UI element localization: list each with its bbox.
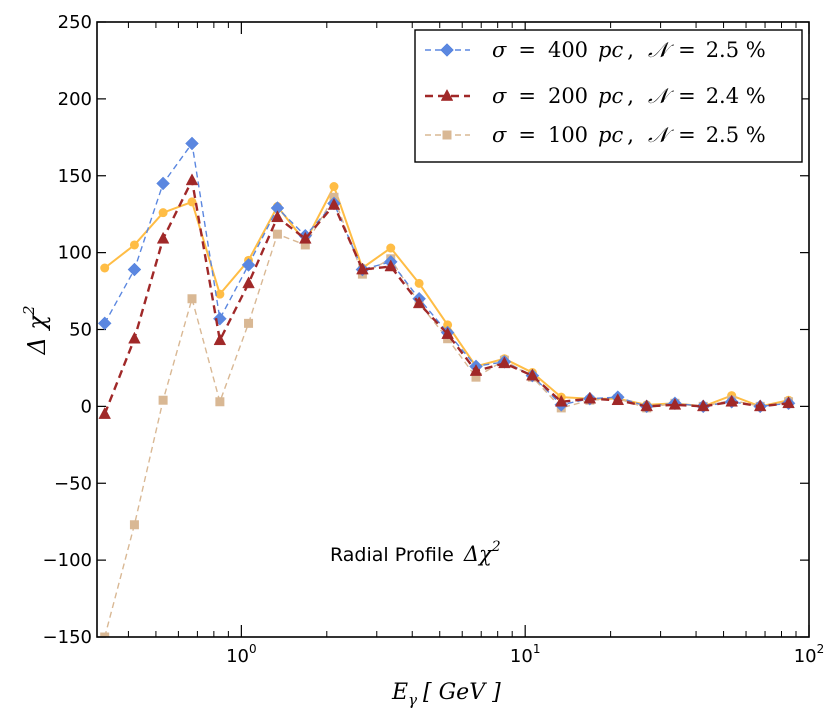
data-point — [412, 296, 426, 309]
x-tick-label: 100 — [226, 642, 257, 667]
y-tick-label: 100 — [58, 243, 92, 264]
legend-box — [414, 29, 803, 163]
series-line — [104, 185, 789, 408]
data-point — [327, 197, 341, 210]
y-tick-label: 0 — [81, 396, 92, 417]
data-point — [725, 394, 738, 407]
legend-marker — [440, 43, 454, 57]
data-point — [156, 176, 170, 191]
series-triangle — [98, 173, 795, 419]
data-point — [241, 258, 256, 272]
data-point — [156, 231, 170, 244]
data-point — [471, 372, 481, 382]
data-point — [384, 259, 398, 272]
data-point — [696, 399, 710, 412]
data-point — [187, 294, 197, 304]
data-point — [129, 520, 139, 530]
legend-label: σ = 100 pc, 𝒩 = 2.5 % — [492, 123, 766, 147]
data-point — [185, 136, 199, 151]
data-point — [414, 278, 424, 288]
data-point — [668, 397, 682, 410]
legend-marker — [442, 130, 452, 140]
data-point — [272, 229, 282, 239]
data-point — [554, 394, 568, 407]
data-point — [469, 363, 483, 376]
data-point — [100, 632, 110, 637]
x-axis-label-sub: γ — [408, 691, 417, 709]
x-axis-label-unit: [ GeV ] — [423, 680, 501, 705]
data-point — [128, 331, 141, 344]
x-axis-label-main: E — [391, 680, 408, 705]
data-point — [213, 333, 227, 346]
data-point — [97, 316, 112, 331]
data-point — [129, 240, 139, 250]
data-point — [300, 240, 310, 250]
series-line — [103, 179, 789, 415]
annotation-math: Δχ — [463, 542, 493, 566]
data-point — [158, 395, 168, 405]
data-point — [187, 197, 197, 207]
data-point — [100, 263, 110, 273]
svg-text:Eγ[ GeV ]: Eγ [ GeV ] — [391, 680, 501, 709]
y-axis-label-sup: 2 — [20, 305, 38, 316]
tick-labels: −150 −100 −50 0 50 100 150 200 250 100 101 102 — [43, 12, 825, 667]
data-point — [329, 182, 339, 192]
data-point — [215, 397, 225, 407]
y-tick-label: 150 — [58, 166, 92, 187]
data-point — [127, 262, 142, 277]
data-point — [299, 231, 312, 244]
data-point — [98, 407, 111, 419]
y-axis-label: Δ χ2 — [20, 305, 51, 355]
data-point — [611, 393, 625, 406]
annotation-sup: 2 — [491, 539, 501, 555]
legend: σ = 400 pc, 𝒩 = 2.5 % σ = 200 pc, 𝒩 = 2.4 % σ = 100 pc, 𝒩 =… — [414, 29, 803, 163]
y-axis-label-main: Δ χ — [23, 314, 51, 356]
data-point — [271, 210, 284, 223]
annotation: Radial Profile Δχ2 — [330, 539, 501, 566]
data-point — [782, 396, 795, 409]
legend-label: σ = 200 pc, 𝒩 = 2.4 % — [492, 84, 766, 108]
y-tick-label: 200 — [58, 89, 92, 110]
data-point — [185, 173, 199, 186]
data-point — [443, 320, 453, 330]
data-point — [356, 262, 369, 275]
data-point — [386, 243, 396, 253]
data-point — [526, 368, 539, 381]
x-tick-label: 101 — [510, 642, 541, 667]
data-point — [640, 399, 653, 412]
legend-label: σ = 400 pc, 𝒩 = 2.5 % — [492, 38, 766, 62]
series-layer — [97, 136, 796, 637]
series-diamond — [97, 136, 796, 414]
y-tick-label: −150 — [43, 627, 92, 648]
data-point — [242, 276, 255, 289]
data-point — [215, 289, 225, 299]
svg-text:Δ χ2: Δ χ2 — [20, 305, 51, 355]
data-point — [583, 391, 597, 404]
data-point — [158, 208, 168, 218]
plot-frame — [96, 21, 810, 638]
data-point — [753, 399, 767, 412]
series-square — [100, 192, 794, 637]
x-axis-label: Eγ [ GeV ] — [391, 680, 501, 709]
data-point — [441, 327, 454, 339]
data-point — [498, 356, 511, 369]
x-tick-label: 102 — [794, 642, 825, 667]
y-tick-label: 50 — [69, 320, 92, 341]
y-tick-label: −50 — [54, 473, 92, 494]
legend-marker — [440, 88, 454, 101]
data-point — [244, 318, 254, 328]
y-tick-label: −100 — [43, 550, 92, 571]
y-tick-label: 250 — [58, 12, 92, 33]
series-line — [104, 196, 789, 637]
annotation-text: Radial Profile — [330, 544, 454, 566]
